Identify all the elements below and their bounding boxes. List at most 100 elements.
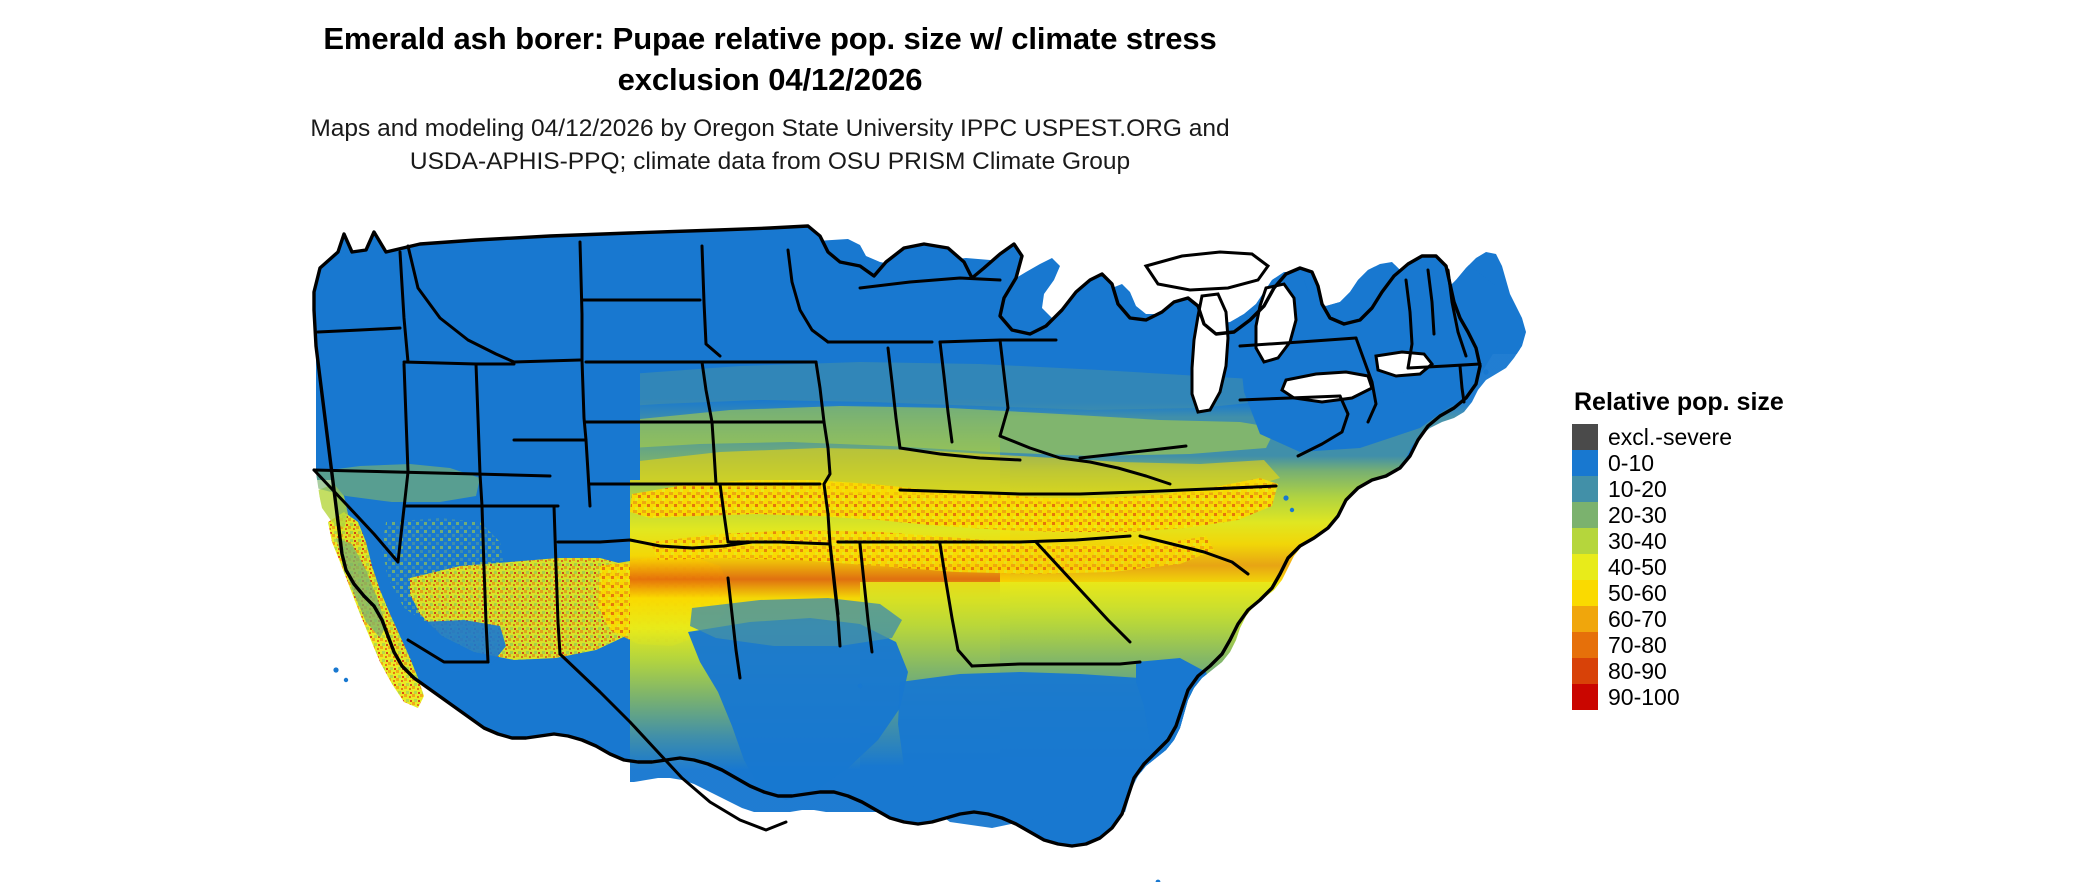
legend-swatch — [1572, 684, 1598, 710]
legend-rows: excl.-severe 0-10 10-20 20-30 30-40 40-50 50-6… — [1572, 424, 1784, 710]
legend-item[interactable]: 50-60 — [1572, 580, 1784, 606]
border-ar-la — [726, 540, 832, 546]
border-ma-ct-ri — [1406, 362, 1482, 370]
border-mt-nd — [578, 240, 584, 362]
legend-item[interactable]: 30-40 — [1572, 528, 1784, 554]
us-map-svg — [312, 224, 1526, 882]
border-al-ga — [938, 542, 974, 668]
border-ok-tx — [598, 538, 754, 550]
lake-ontario — [1374, 350, 1435, 378]
legend-swatch — [1572, 528, 1598, 554]
border-az-nm — [480, 504, 490, 664]
border-wa-or — [316, 326, 402, 334]
border-wi-mi-up — [858, 276, 1002, 290]
legend-item[interactable]: 40-50 — [1572, 554, 1784, 580]
teal-transition-north — [630, 362, 1278, 410]
legend-swatch — [1572, 476, 1598, 502]
puget-island — [341, 255, 347, 261]
border-tn-ga-al-ms — [836, 534, 1132, 544]
border-mi-oh-in — [938, 338, 1058, 344]
border-wa-id — [398, 250, 410, 364]
northeast-cool-block — [1238, 258, 1500, 452]
legend-label: 80-90 — [1608, 658, 1667, 684]
border-ok-ar — [718, 482, 730, 544]
hot-core-stripe — [630, 478, 1278, 532]
legend-label: 90-100 — [1608, 684, 1680, 710]
border-ms-al — [858, 542, 874, 654]
border-pa-md — [1238, 394, 1342, 402]
border-wy-sd-ne — [580, 358, 588, 442]
border-vt-nh — [1426, 268, 1436, 336]
border-ca-nv — [312, 468, 410, 564]
border-va-nc — [1134, 484, 1278, 494]
border-tx-mex — [558, 652, 788, 832]
border-ne-ia — [700, 360, 714, 424]
texas-north-teal — [690, 598, 902, 646]
border-oh-pa-wv — [998, 338, 1010, 438]
long-island-island — [1399, 391, 1405, 397]
lake-michigan — [1190, 292, 1230, 414]
coastal-islands — [333, 255, 1489, 882]
state-borders — [312, 224, 1482, 848]
coast-range-band — [318, 484, 348, 528]
map-legend[interactable]: Relative pop. size excl.-severe 0-10 10-20… — [1572, 388, 1784, 710]
border-il-ky — [898, 446, 1022, 462]
florida-keys-island — [1155, 879, 1161, 882]
gulf-barrier-island — [857, 683, 863, 689]
border-nv-ut — [402, 362, 410, 474]
lake-erie — [1280, 370, 1374, 404]
legend-item[interactable]: 90-100 — [1572, 684, 1784, 710]
legend-label: 0-10 — [1608, 450, 1655, 476]
border-nc-sc — [1138, 534, 1250, 576]
border-wv-va — [998, 434, 1172, 486]
border-la-tx — [726, 576, 742, 680]
border-mo-il — [822, 420, 832, 486]
legend-label: excl.-severe — [1608, 424, 1732, 450]
border-ga-fl — [970, 660, 1142, 668]
texas-interior-blue — [688, 618, 908, 800]
border-nm-tx — [552, 504, 562, 656]
legend-item[interactable]: 80-90 — [1572, 658, 1784, 684]
green-transition-north — [630, 406, 1276, 456]
legend-item[interactable]: 60-70 — [1572, 606, 1784, 632]
legend-item[interactable]: 20-30 — [1572, 502, 1784, 528]
legend-label: 30-40 — [1608, 528, 1667, 554]
border-mn-wi — [786, 248, 830, 344]
legend-label: 20-30 — [1608, 502, 1667, 528]
border-ks-mo — [710, 420, 718, 486]
gulf-coast-blue — [898, 672, 1200, 828]
channel-island-2 — [343, 677, 349, 683]
border-ia-il — [814, 360, 826, 424]
yellow-belt — [630, 448, 1280, 502]
legend-item[interactable]: 0-10 — [1572, 450, 1784, 476]
legend-item[interactable]: 10-20 — [1572, 476, 1784, 502]
legend-swatch — [1572, 554, 1598, 580]
border-il-in — [886, 346, 902, 450]
legend-label: 10-20 — [1608, 476, 1667, 502]
border-la-ms — [828, 542, 842, 648]
legend-title: Relative pop. size — [1574, 388, 1784, 416]
legend-item[interactable]: excl.-severe — [1572, 424, 1784, 450]
outer-banks-island — [1283, 495, 1289, 501]
border-az-mex — [406, 638, 490, 664]
legend-swatch — [1572, 502, 1598, 528]
legend-swatch — [1572, 632, 1598, 658]
lake-superior — [1143, 250, 1271, 292]
central-valley — [336, 538, 386, 638]
national-outline — [312, 224, 1482, 848]
great-lakes — [1143, 250, 1435, 414]
title-block: Emerald ash borer: Pupae relative pop. s… — [0, 18, 1540, 178]
border-co-ks — [584, 438, 592, 508]
legend-swatch — [1572, 580, 1598, 606]
outer-banks-island-2 — [1289, 507, 1295, 513]
border-nh-me — [1446, 268, 1468, 358]
legend-item[interactable]: 70-80 — [1572, 632, 1784, 658]
choropleth-map[interactable] — [300, 222, 1545, 882]
border-ny-vt-nh-ma — [1404, 278, 1414, 370]
cape-cod-island — [1483, 369, 1489, 375]
puget-island-2 — [350, 264, 354, 268]
legend-swatch — [1572, 658, 1598, 684]
legend-label: 40-50 — [1608, 554, 1667, 580]
border-in-oh — [938, 340, 954, 444]
